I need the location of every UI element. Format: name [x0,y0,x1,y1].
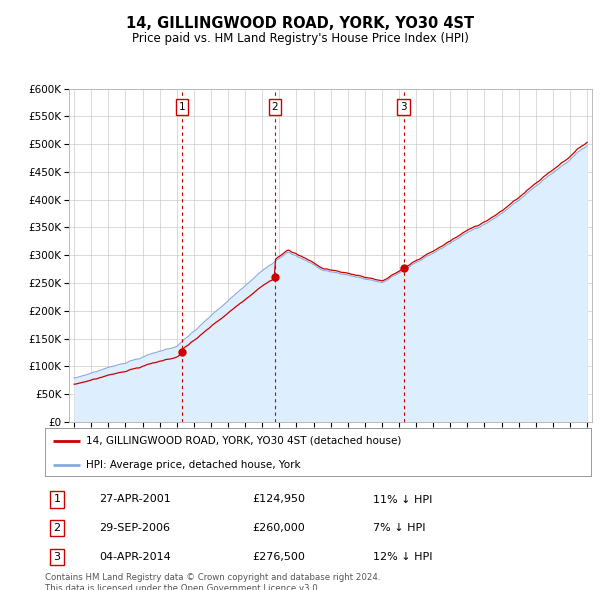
Text: 7% ↓ HPI: 7% ↓ HPI [373,523,425,533]
Text: 04-APR-2014: 04-APR-2014 [100,552,172,562]
Text: 1: 1 [53,494,61,504]
Text: 27-APR-2001: 27-APR-2001 [100,494,172,504]
Text: 12% ↓ HPI: 12% ↓ HPI [373,552,432,562]
Text: 1: 1 [179,102,185,112]
Text: £276,500: £276,500 [253,552,305,562]
Text: 2: 2 [272,102,278,112]
Text: 3: 3 [400,102,407,112]
Text: 2: 2 [53,523,61,533]
Text: 3: 3 [53,552,61,562]
Text: 14, GILLINGWOOD ROAD, YORK, YO30 4ST: 14, GILLINGWOOD ROAD, YORK, YO30 4ST [126,16,474,31]
Text: 29-SEP-2006: 29-SEP-2006 [100,523,170,533]
Text: HPI: Average price, detached house, York: HPI: Average price, detached house, York [86,460,301,470]
Text: 14, GILLINGWOOD ROAD, YORK, YO30 4ST (detached house): 14, GILLINGWOOD ROAD, YORK, YO30 4ST (de… [86,436,401,446]
Text: £124,950: £124,950 [253,494,305,504]
Text: Price paid vs. HM Land Registry's House Price Index (HPI): Price paid vs. HM Land Registry's House … [131,32,469,45]
Text: Contains HM Land Registry data © Crown copyright and database right 2024.
This d: Contains HM Land Registry data © Crown c… [45,573,380,590]
Text: £260,000: £260,000 [253,523,305,533]
Text: 11% ↓ HPI: 11% ↓ HPI [373,494,432,504]
